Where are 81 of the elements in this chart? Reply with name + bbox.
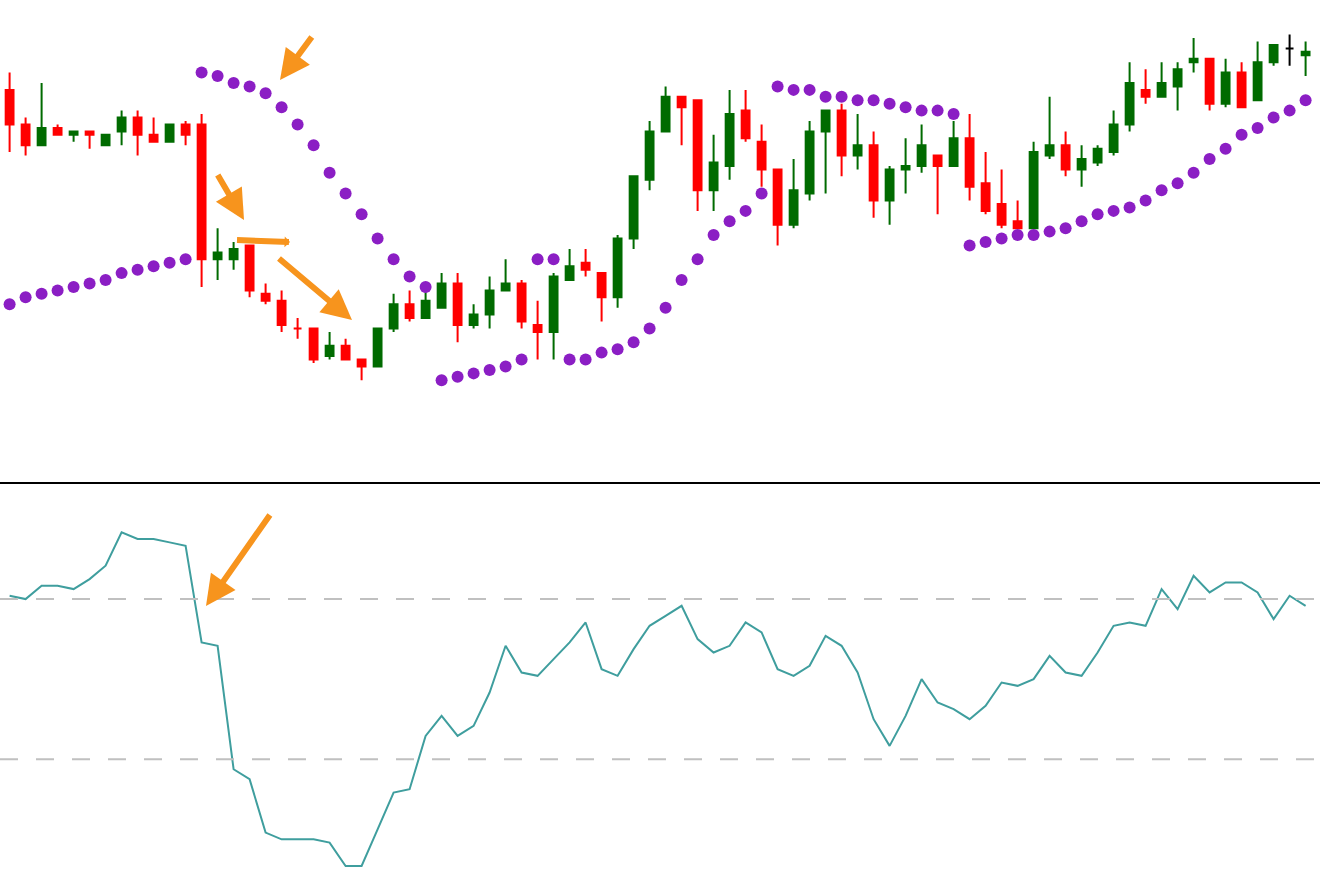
candlestick bbox=[900, 137, 911, 195]
candlestick bbox=[276, 289, 287, 333]
candlestick bbox=[164, 123, 175, 143]
candlestick bbox=[852, 113, 863, 171]
candlestick bbox=[1204, 57, 1215, 112]
candlestick bbox=[532, 299, 543, 361]
candlestick bbox=[388, 292, 399, 333]
candlestick bbox=[372, 327, 383, 368]
candlestick bbox=[516, 279, 527, 330]
candlestick bbox=[1044, 95, 1055, 161]
candlestick bbox=[1060, 130, 1071, 178]
candlestick bbox=[916, 123, 927, 174]
candlestick bbox=[772, 168, 783, 247]
candlestick bbox=[788, 158, 799, 230]
candlestick bbox=[484, 275, 495, 330]
candlestick bbox=[1268, 43, 1279, 67]
candlestick bbox=[1092, 144, 1103, 167]
candlestick bbox=[292, 317, 303, 340]
candlestick bbox=[228, 241, 239, 271]
candlestick bbox=[404, 289, 415, 323]
candlestick bbox=[692, 99, 703, 212]
candlestick bbox=[756, 123, 767, 188]
candlestick bbox=[436, 272, 447, 309]
candlestick bbox=[1252, 40, 1263, 102]
candlestick bbox=[548, 272, 559, 361]
candlestick bbox=[100, 133, 111, 147]
candlestick bbox=[564, 247, 575, 282]
candlestick bbox=[804, 120, 815, 202]
candlestick bbox=[356, 358, 367, 382]
candlestick bbox=[1300, 40, 1311, 78]
candlestick bbox=[36, 81, 47, 147]
candlestick bbox=[708, 133, 719, 212]
candlestick bbox=[1284, 33, 1295, 67]
candlestick bbox=[980, 151, 991, 216]
candlestick bbox=[212, 227, 223, 282]
candlestick bbox=[1140, 68, 1151, 105]
candlestick bbox=[1108, 109, 1119, 157]
candlestick bbox=[948, 120, 959, 167]
candlestick bbox=[324, 330, 335, 361]
candlestick bbox=[180, 120, 191, 147]
candlestick bbox=[1172, 61, 1183, 112]
candlestick bbox=[308, 327, 319, 364]
candlestick bbox=[964, 113, 975, 202]
candlestick bbox=[84, 130, 95, 150]
candlestick bbox=[20, 116, 31, 157]
candlestick bbox=[580, 247, 591, 278]
candlestick bbox=[1236, 61, 1247, 109]
candlestick bbox=[628, 175, 639, 250]
candlestick bbox=[612, 234, 623, 309]
candlestick bbox=[1012, 199, 1023, 230]
candlestick bbox=[116, 109, 127, 147]
candlestick bbox=[4, 71, 15, 154]
candlestick bbox=[260, 282, 271, 306]
candlestick bbox=[1156, 61, 1167, 98]
candlestick bbox=[868, 130, 879, 219]
candlestick bbox=[1076, 144, 1087, 188]
candlestick bbox=[1124, 61, 1135, 133]
candlestick bbox=[932, 154, 943, 216]
candlestick bbox=[196, 113, 207, 288]
candlestick bbox=[148, 116, 159, 143]
candlestick bbox=[724, 88, 735, 181]
candlestick bbox=[500, 258, 511, 292]
candlestick bbox=[132, 109, 143, 157]
candlestick bbox=[884, 164, 895, 226]
candlestick bbox=[1188, 37, 1199, 74]
candlestick bbox=[68, 130, 79, 143]
candlestick bbox=[452, 272, 463, 344]
candlestick bbox=[244, 244, 255, 299]
candlestick bbox=[596, 272, 607, 323]
candlestick bbox=[820, 109, 831, 195]
candlestick bbox=[996, 168, 1007, 230]
candlestick bbox=[644, 120, 655, 192]
candlestick bbox=[836, 102, 847, 178]
candlestick bbox=[660, 85, 671, 133]
candlestick bbox=[52, 123, 63, 136]
candlestick bbox=[468, 303, 479, 330]
candlestick bbox=[740, 88, 751, 143]
candlestick bbox=[1028, 140, 1039, 230]
candlestick bbox=[1220, 57, 1231, 109]
candlestick bbox=[340, 337, 351, 361]
candlestick bbox=[676, 95, 687, 147]
